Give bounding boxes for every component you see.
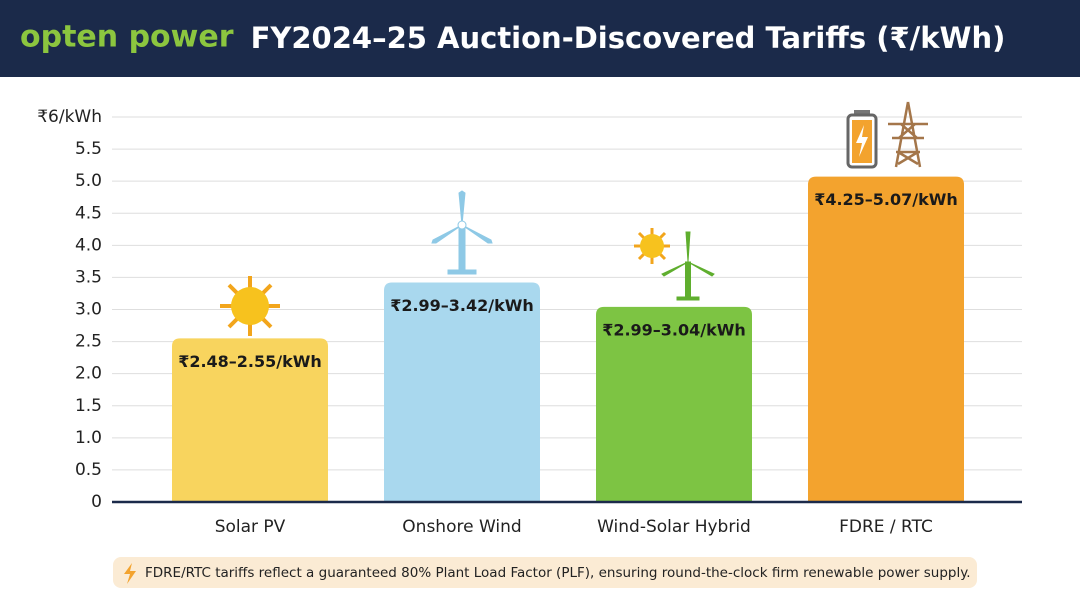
value-label: ₹2.48–2.55/kWh: [178, 352, 322, 371]
lightning-icon: [124, 563, 136, 584]
y-tick-label: 3.0: [75, 300, 102, 320]
value-label: ₹4.25–5.07/kWh: [814, 190, 958, 209]
y-tick-label: 5.0: [75, 171, 102, 191]
x-tick-label: Wind-Solar Hybrid: [597, 517, 751, 537]
y-tick-label: 4.5: [75, 203, 102, 223]
bars: ₹2.48–2.55/kWh ₹2.99–3.42/kWh ₹2.99–3.04/k…: [172, 176, 964, 503]
sun-icon: [634, 228, 670, 264]
header-bar: [0, 0, 1080, 77]
y-tick-label: ₹6/kWh: [37, 107, 102, 127]
chart-title: FY2024–25 Auction-Discovered Tariffs (₹/…: [251, 21, 1006, 55]
transmission-tower-icon: [888, 101, 928, 168]
bar: [808, 176, 964, 503]
wind-turbine-icon: [661, 231, 715, 301]
y-tick-label: 5.5: [75, 139, 102, 159]
y-tick-label: 3.5: [75, 267, 102, 287]
bar: [384, 282, 540, 502]
x-tick-label: Onshore Wind: [402, 517, 521, 537]
wind-turbine-icon: [431, 190, 493, 275]
value-label: ₹2.99–3.42/kWh: [390, 296, 534, 315]
footnote-box: [113, 557, 977, 588]
x-tick-label: Solar PV: [215, 517, 286, 537]
x-tick-label: FDRE / RTC: [839, 517, 933, 537]
y-tick-label: 0.5: [75, 460, 102, 480]
y-tick-label: 2.0: [75, 364, 102, 384]
y-tick-label: 0: [91, 492, 102, 512]
y-tick-label: 1.0: [75, 428, 102, 448]
bar: [596, 306, 752, 502]
y-tick-label: 1.5: [75, 396, 102, 416]
bar: [172, 338, 328, 502]
footnote: FDRE/RTC tariffs reflect a guaranteed 80…: [145, 565, 971, 581]
logo: opten power: [20, 20, 234, 55]
sun-icon: [220, 276, 280, 336]
value-label: ₹2.99–3.04/kWh: [602, 320, 746, 339]
y-tick-label: 4.0: [75, 235, 102, 255]
battery-icon: [846, 110, 878, 169]
y-tick-label: 2.5: [75, 332, 102, 352]
